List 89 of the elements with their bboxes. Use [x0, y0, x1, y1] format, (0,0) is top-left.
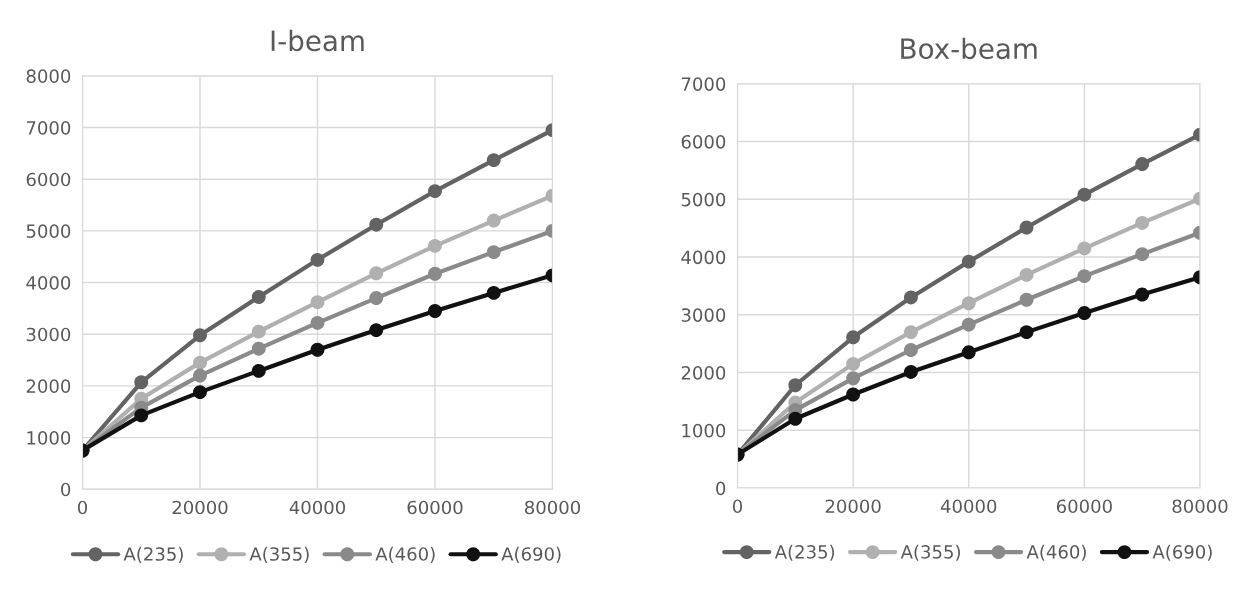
point [369, 217, 384, 232]
point [310, 315, 325, 330]
x-tick-label: 80000 [1172, 499, 1228, 514]
point [369, 323, 384, 338]
point [310, 252, 325, 267]
point [251, 341, 266, 356]
point [486, 285, 501, 300]
y-tick-label: 1000 [682, 423, 726, 438]
legend-label: A(460) [375, 546, 435, 563]
x-tick-label: 20000 [825, 499, 881, 514]
point [428, 266, 442, 281]
point [846, 356, 861, 371]
point [193, 355, 207, 370]
legend-label: A(355) [900, 544, 960, 561]
point [486, 153, 501, 168]
point [961, 317, 976, 332]
point [1077, 187, 1092, 202]
point [903, 343, 918, 357]
point [193, 385, 207, 400]
point [193, 368, 207, 383]
x-tick-label: 40000 [940, 499, 997, 514]
point [486, 245, 501, 260]
y-tick-label: 2000 [681, 365, 726, 380]
y-tick-label: 4000 [26, 276, 71, 290]
y-tick-label: 1000 [27, 431, 71, 445]
x-tick-label: 20000 [172, 500, 228, 515]
point [251, 363, 266, 378]
legend-label: A(355) [249, 546, 309, 563]
point [428, 304, 442, 318]
legend-label: A(460) [1026, 544, 1086, 561]
chart-title: Box-beam [901, 37, 1037, 60]
point [369, 291, 384, 305]
point [788, 378, 803, 393]
point [846, 330, 861, 345]
y-tick-label: 5000 [26, 224, 71, 238]
y-tick-label: 0 [61, 482, 71, 497]
point [1077, 241, 1092, 256]
chart-title: I-beam [271, 29, 364, 52]
point [1019, 325, 1034, 340]
y-tick-label: 8000 [26, 69, 71, 83]
point [961, 296, 976, 311]
point [1019, 220, 1034, 235]
point [428, 184, 442, 199]
x-tick-label: 40000 [289, 500, 346, 515]
point [846, 371, 861, 386]
point [310, 295, 325, 310]
point [369, 266, 384, 281]
y-tick-label: 6000 [681, 134, 726, 149]
point [1135, 216, 1150, 230]
point [846, 387, 861, 402]
point [134, 408, 149, 423]
x-tick-label: 0 [732, 499, 743, 514]
point [1135, 247, 1150, 262]
point [1077, 269, 1092, 284]
x-tick-label: 60000 [1056, 499, 1112, 514]
point [134, 375, 149, 390]
y-tick-label: 4000 [681, 250, 726, 265]
point [1019, 292, 1034, 307]
y-tick-label: 6000 [26, 172, 71, 187]
point [310, 342, 325, 357]
legend-label: A(235) [774, 544, 835, 561]
point [788, 411, 803, 426]
y-tick-label: 7000 [681, 77, 726, 91]
point [1135, 157, 1150, 171]
y-tick-label: 5000 [681, 192, 726, 207]
x-tick-label: 60000 [407, 500, 463, 515]
point [961, 345, 976, 360]
point [193, 328, 207, 343]
y-tick-label: 3000 [26, 327, 71, 342]
y-tick-label: 7000 [26, 121, 71, 135]
y-tick-label: 2000 [26, 379, 71, 394]
point [903, 325, 918, 340]
point [486, 213, 501, 228]
x-tick-label: 0 [77, 500, 88, 515]
point [428, 238, 442, 253]
point [251, 324, 266, 339]
point [1135, 287, 1150, 302]
point [903, 365, 918, 379]
point [1077, 306, 1092, 320]
y-tick-label: 0 [716, 481, 726, 496]
point [961, 254, 976, 269]
legend-label: A(690) [501, 546, 561, 563]
point [903, 290, 918, 305]
y-tick-label: 3000 [681, 308, 726, 322]
point [1019, 267, 1034, 282]
legend-label: A(690) [1152, 544, 1212, 561]
point [251, 290, 266, 304]
x-tick-label: 80000 [525, 500, 581, 515]
legend-label: A(235) [123, 546, 183, 563]
